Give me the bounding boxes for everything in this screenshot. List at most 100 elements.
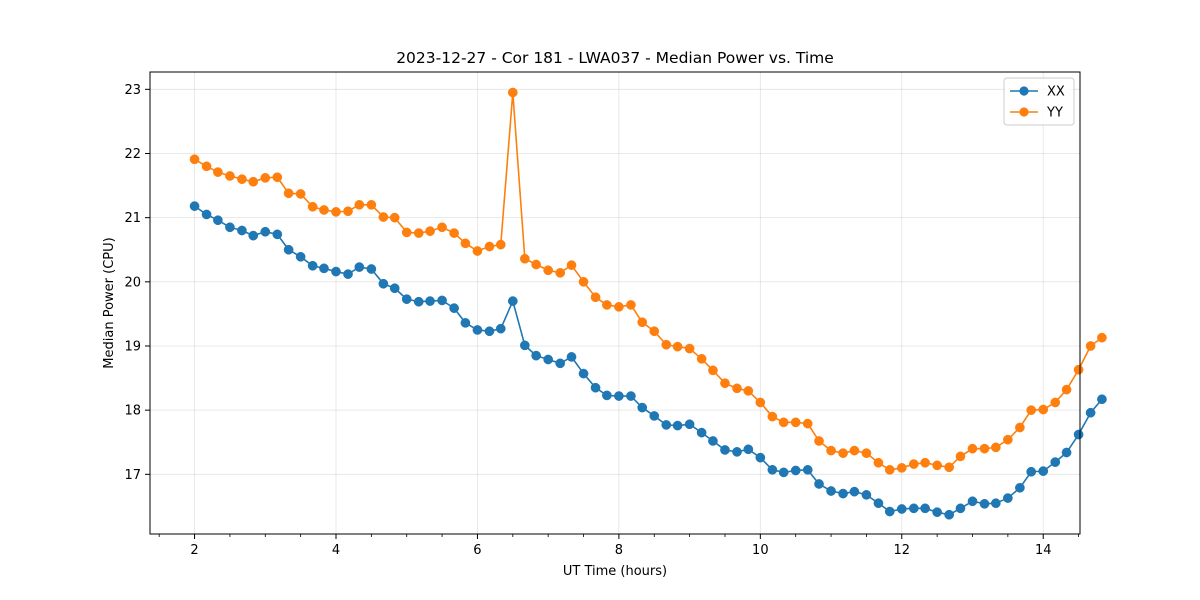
data-point-xx: [743, 444, 754, 455]
data-point-yy: [932, 460, 942, 471]
data-point-yy: [755, 397, 766, 408]
data-point-yy: [495, 239, 506, 250]
data-point-yy: [967, 443, 978, 454]
data-point-yy: [637, 317, 648, 328]
data-point-yy: [248, 176, 259, 187]
data-point-yy: [555, 267, 566, 278]
data-point-xx: [767, 464, 778, 475]
data-point-xx: [555, 358, 566, 369]
data-point-xx: [755, 452, 766, 463]
x-tick-label: 6: [473, 543, 481, 558]
data-point-yy: [425, 226, 435, 236]
data-point-xx: [637, 402, 648, 413]
data-point-yy: [661, 339, 672, 350]
x-tick-label: 10: [752, 543, 769, 558]
data-point-yy: [672, 341, 683, 352]
data-point-xx: [896, 504, 907, 514]
data-point-xx: [213, 215, 223, 226]
data-point-yy: [460, 238, 471, 249]
data-point-xx: [826, 486, 836, 496]
data-point-yy: [272, 172, 283, 183]
data-point-xx: [672, 420, 683, 431]
data-point-xx: [696, 427, 707, 438]
data-point-xx: [1073, 429, 1084, 440]
y-tick-label: 18: [124, 404, 141, 419]
data-point-xx: [366, 264, 377, 274]
data-point-yy: [908, 459, 919, 469]
data-point-yy: [955, 451, 966, 462]
data-point-yy: [437, 222, 447, 233]
data-point-yy: [896, 463, 907, 473]
data-point-yy: [201, 161, 212, 172]
data-point-yy: [484, 241, 495, 252]
data-point-yy: [189, 154, 200, 165]
data-point-yy: [708, 365, 718, 376]
data-point-yy: [1026, 405, 1037, 416]
data-point-yy: [578, 276, 589, 287]
data-point-yy: [449, 228, 459, 238]
data-point-yy: [778, 417, 789, 428]
legend-marker-yy: [1019, 107, 1029, 117]
data-point-xx: [1050, 457, 1061, 467]
data-point-yy: [767, 411, 778, 422]
plot-frame: [149, 71, 1081, 535]
data-point-xx: [272, 229, 283, 240]
data-point-yy: [944, 462, 955, 473]
data-point-xx: [543, 354, 554, 365]
data-point-yy: [684, 343, 695, 354]
data-point-xx: [1061, 447, 1072, 458]
data-point-yy: [237, 174, 247, 185]
data-point-xx: [1003, 493, 1013, 503]
data-point-xx: [684, 419, 695, 430]
y-tick-label: 22: [124, 147, 141, 162]
series-layer: [189, 87, 1107, 520]
data-point-yy: [861, 448, 872, 458]
data-point-yy: [283, 188, 294, 199]
y-tick-label: 17: [124, 468, 141, 483]
data-point-yy: [873, 457, 884, 468]
x-tick-label: 14: [1035, 543, 1052, 558]
data-point-yy: [814, 436, 824, 446]
data-point-xx: [237, 225, 247, 236]
data-point-yy: [354, 199, 365, 210]
data-point-yy: [331, 207, 341, 217]
data-point-xx: [389, 283, 400, 294]
data-point-xx: [495, 323, 506, 334]
data-point-xx: [979, 498, 990, 509]
data-point-xx: [661, 420, 672, 430]
data-point-yy: [307, 201, 318, 212]
data-point-yy: [472, 246, 483, 256]
data-point-xx: [507, 296, 518, 306]
data-point-yy: [343, 206, 353, 217]
data-point-xx: [649, 411, 660, 421]
data-point-yy: [366, 199, 377, 210]
data-point-xx: [614, 391, 624, 401]
data-point-yy: [649, 326, 660, 337]
data-point-xx: [425, 296, 435, 306]
data-point-yy: [590, 292, 601, 303]
data-point-xx: [283, 244, 294, 255]
data-point-xx: [814, 479, 824, 489]
y-axis-label: Median Power (CPU): [102, 237, 117, 368]
data-point-yy: [295, 189, 306, 199]
data-point-xx: [932, 507, 942, 518]
data-point-xx: [484, 326, 495, 337]
data-point-xx: [472, 325, 483, 335]
ticks: 2 4 6 8 10 12 14 17 18 19 20 21 22 23: [124, 83, 1079, 558]
legend: XX YY: [1003, 77, 1075, 126]
data-point-yy: [720, 378, 730, 389]
data-point-xx: [908, 503, 919, 514]
data-point-xx: [578, 368, 589, 379]
data-point-xx: [838, 488, 848, 499]
data-point-yy: [1050, 397, 1061, 408]
data-point-xx: [1038, 466, 1049, 476]
data-point-xx: [920, 503, 930, 514]
data-point-yy: [389, 212, 400, 223]
data-point-yy: [401, 227, 412, 238]
x-tick-label: 2: [190, 543, 198, 558]
legend-label-xx: XX: [1047, 85, 1065, 100]
data-point-yy: [531, 259, 541, 270]
x-tick-label: 4: [332, 543, 340, 558]
data-point-xx: [990, 498, 1001, 509]
